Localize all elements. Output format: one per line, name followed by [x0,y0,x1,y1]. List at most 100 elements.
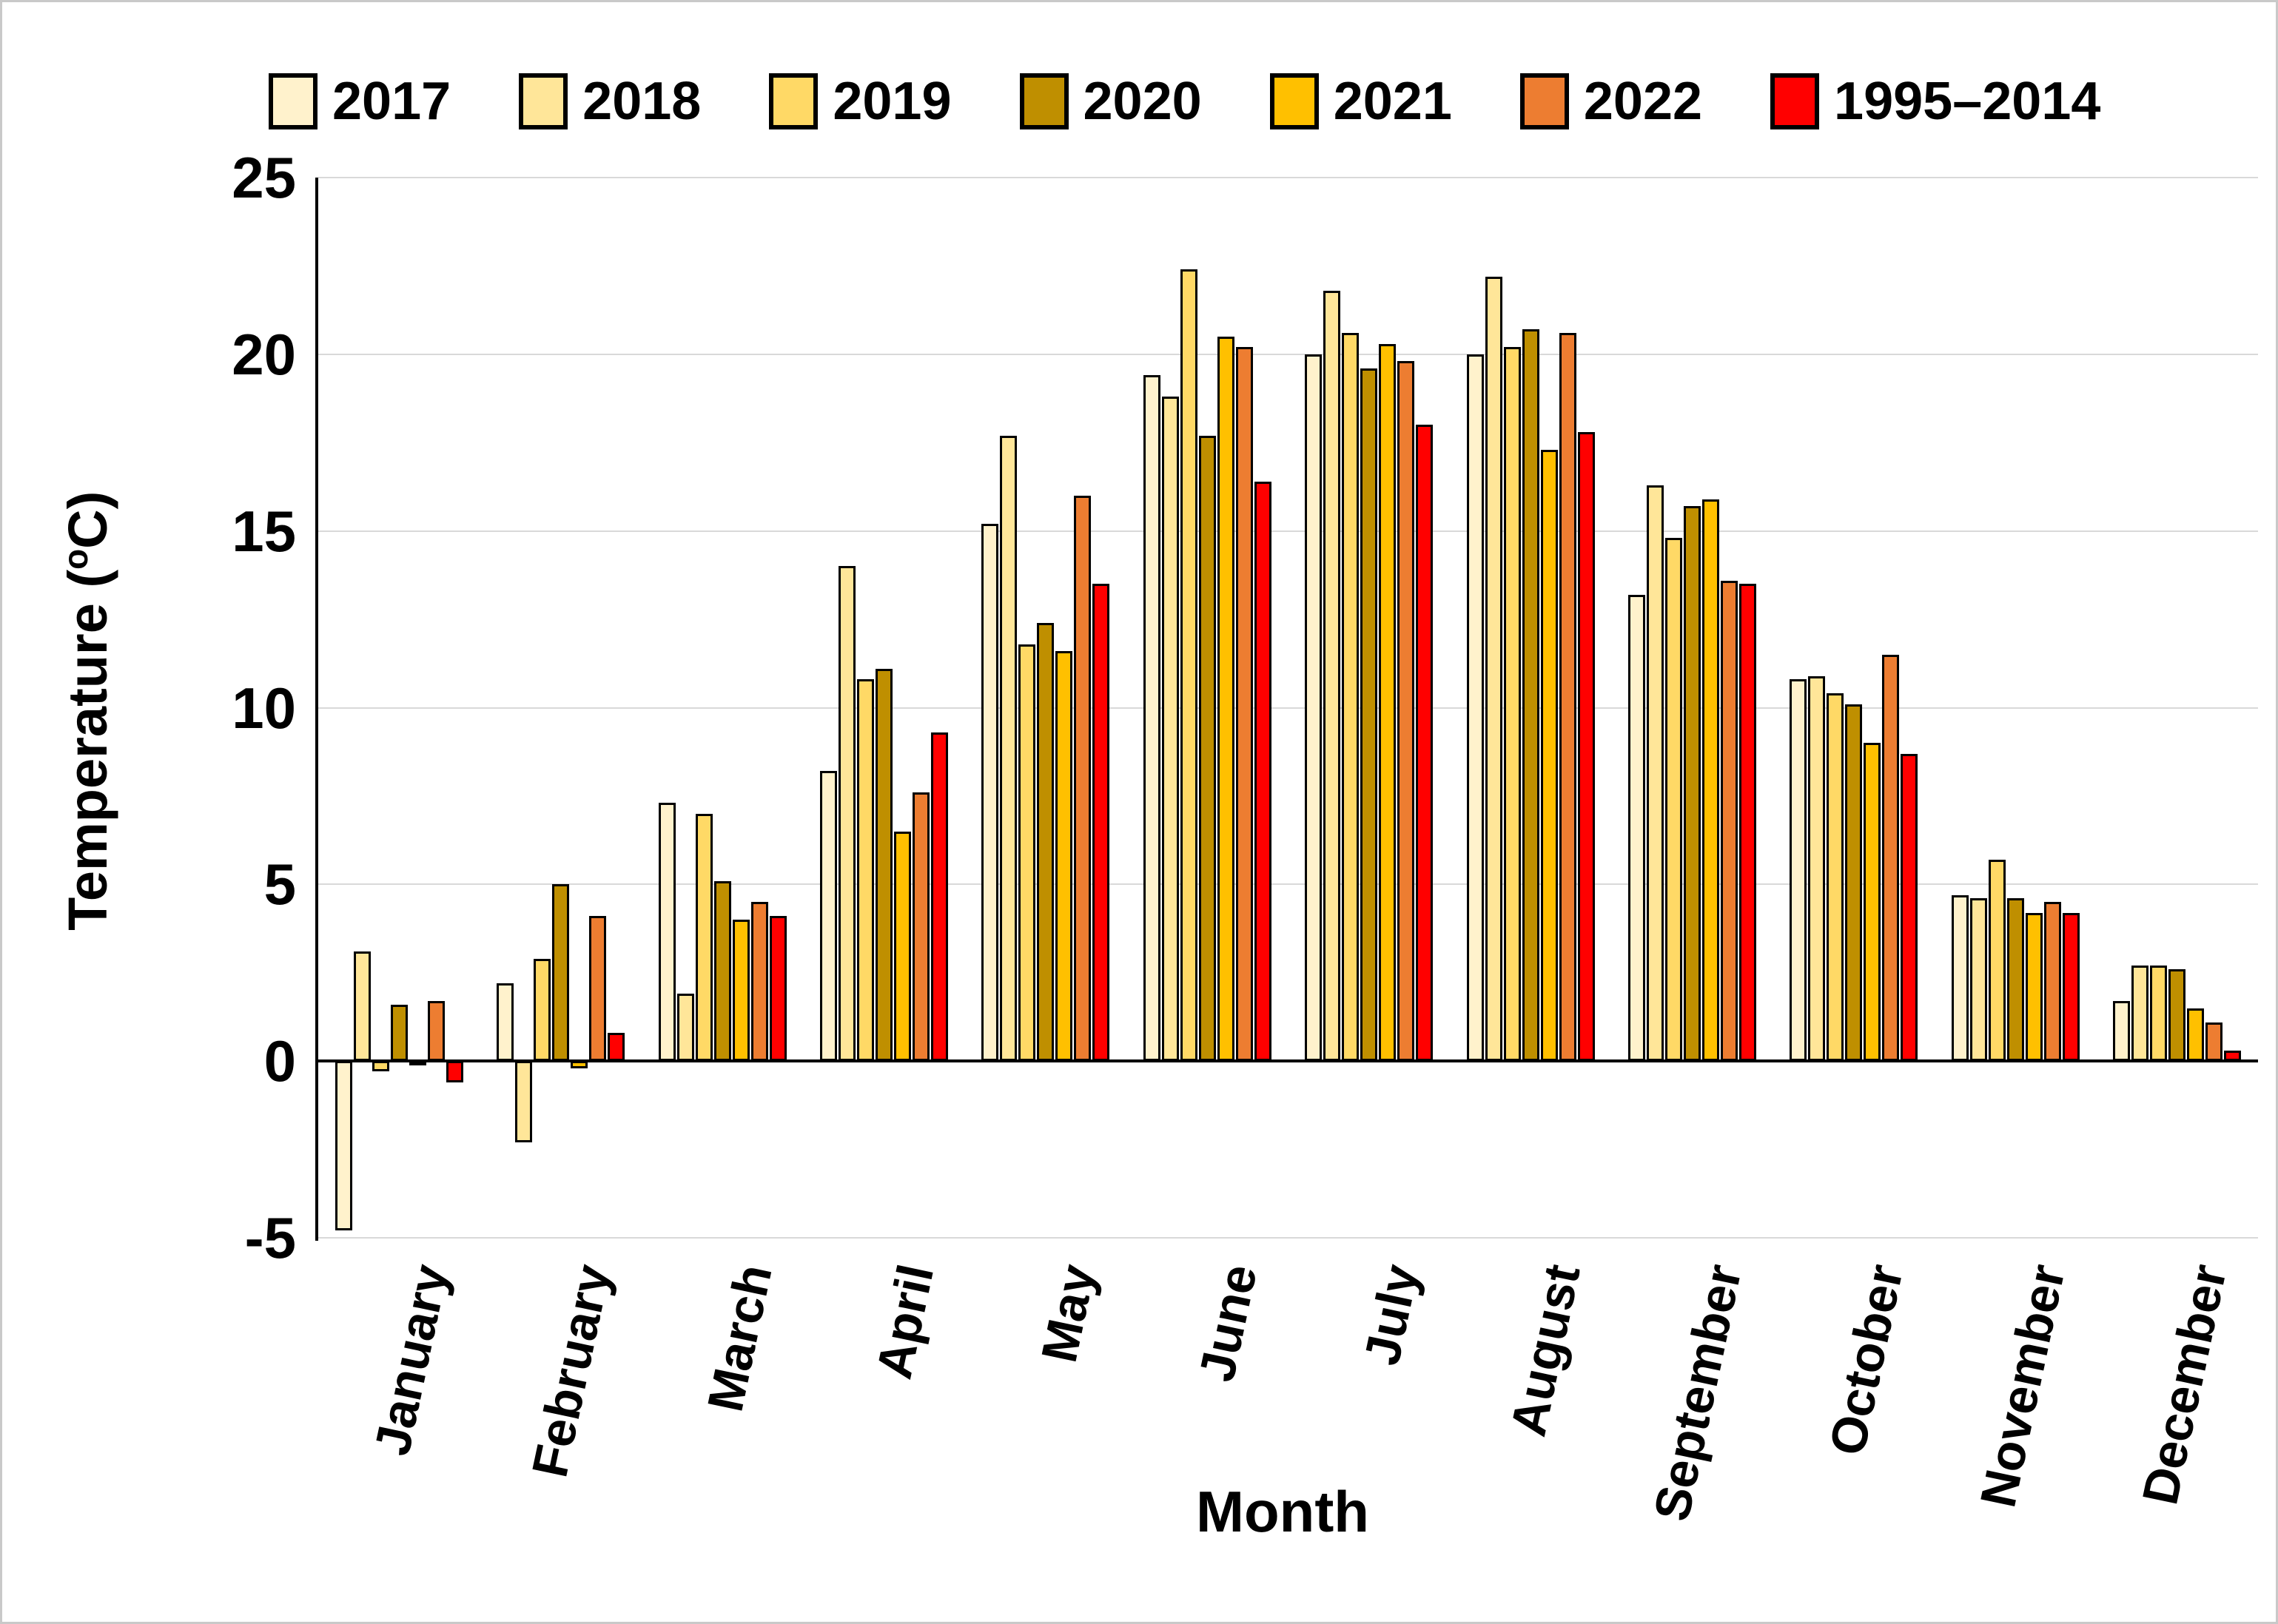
bar-1995-2014-june [1254,481,1271,1062]
x-label-december: December [2131,1259,2238,1510]
bar-2018-january [353,951,371,1062]
legend-item-2019: 2019 [769,70,952,132]
legend-item-2017: 2017 [269,70,451,132]
bar-2022-january [427,1000,445,1062]
bar-2022-february [589,916,607,1062]
x-axis-title: Month [1196,1479,1369,1544]
bar-1995-2014-january [446,1061,463,1082]
bar-1995-2014-july [1416,425,1434,1062]
bar-2019-may [1018,644,1036,1062]
bar-1995-2014-march [769,916,787,1062]
legend-label-1995-2014: 1995–2014 [1834,72,2101,131]
legend-label-2021: 2021 [1333,72,1452,131]
bar-1995-2014-may [1092,584,1110,1062]
bar-2018-december [2131,966,2149,1062]
legend-swatch-2017 [269,73,317,129]
bar-2017-april [819,771,837,1062]
bar-2021-october [1864,743,1881,1062]
gridline-5 [318,883,2258,886]
x-label-june: June [1188,1259,1268,1387]
bar-2020-december [2168,968,2186,1062]
bar-2022-march [750,902,768,1062]
bar-2020-january [390,1004,408,1062]
bar-2018-september [1647,485,1664,1062]
legend-item-2018: 2018 [519,70,701,132]
legend-swatch-1995-2014 [1770,73,1820,129]
bar-2019-february [534,958,551,1062]
gridline-15 [318,530,2258,532]
bar-2022-october [1882,654,1900,1062]
legend-swatch-2021 [1269,73,1319,129]
bar-2018-february [515,1061,533,1143]
bar-2018-july [1323,290,1341,1062]
bar-1995-2014-february [608,1032,625,1062]
bar-2018-november [1969,898,1987,1062]
x-label-may: May [1030,1259,1106,1367]
bar-2019-august [1503,347,1521,1062]
legend-label-2019: 2019 [833,72,952,131]
legend: 2017 2018 2019 2020 2021 2022 1995–2014 [269,70,2100,132]
y-tick-label-25: 25 [232,145,296,210]
y-axis-line [315,178,318,1241]
legend-label-2020: 2020 [1083,72,1202,131]
bar-2021-november [2025,912,2043,1062]
bar-2017-march [658,803,676,1062]
bar-2019-january [372,1061,389,1072]
bar-1995-2014-october [1901,753,1918,1062]
bar-2017-july [1305,354,1323,1062]
y-tick-label-0: 0 [263,1028,296,1094]
legend-label-2022: 2022 [1583,72,1703,131]
bar-2020-april [875,668,893,1062]
legend-swatch-2020 [1019,73,1069,129]
bar-2022-july [1397,361,1415,1062]
legend-swatch-2018 [519,73,568,129]
bar-2019-june [1180,269,1197,1062]
bar-2022-april [912,792,930,1062]
bar-2018-march [676,994,694,1062]
gridline-25 [318,177,2258,178]
bar-2018-october [1808,675,1826,1062]
bar-2017-may [981,524,999,1062]
bar-2019-march [695,813,713,1062]
y-tick-label-10: 10 [232,675,296,741]
bar-2017-june [1143,375,1160,1062]
bar-2020-november [2006,898,2024,1062]
bar-2020-september [1684,506,1701,1062]
y-axis-title-unit: C) [56,491,118,549]
legend-item-2022: 2022 [1519,70,1703,132]
bar-2020-march [713,880,731,1062]
y-tick-label-20: 20 [232,321,296,387]
y-axis-title-text: Temperature ( [56,569,118,931]
bar-2020-june [1198,435,1216,1062]
y-tick-label--5: -5 [244,1205,296,1270]
bar-2020-july [1360,368,1378,1062]
y-tick-label-15: 15 [232,498,296,564]
x-label-april: April [865,1259,944,1384]
bar-2017-october [1790,679,1807,1062]
bar-2019-september [1665,538,1683,1062]
degree-symbol: o [56,548,95,570]
x-label-september: September [1643,1259,1753,1526]
x-label-november: November [1969,1259,2076,1512]
legend-item-2020: 2020 [1019,70,1202,132]
bar-2022-december [2205,1022,2223,1062]
bar-2021-march [732,920,750,1062]
legend-swatch-2019 [769,73,819,129]
bar-2017-september [1628,594,1646,1062]
bar-2018-august [1485,276,1502,1062]
legend-item-1995-2014: 1995–2014 [1770,70,2100,132]
x-axis-line [318,1059,2258,1063]
bar-2021-september [1702,499,1720,1062]
bar-2021-april [893,831,911,1062]
bar-2021-december [2187,1008,2205,1062]
gridline-20 [318,353,2258,355]
bar-2022-june [1235,347,1253,1062]
bar-2020-may [1037,622,1055,1062]
bar-2020-august [1522,329,1539,1062]
legend-label-2018: 2018 [582,72,702,131]
bar-2021-may [1055,651,1073,1062]
y-axis-title: Temperature (oC) [56,304,119,1118]
bar-2021-july [1379,343,1397,1062]
bar-2017-august [1466,354,1484,1062]
